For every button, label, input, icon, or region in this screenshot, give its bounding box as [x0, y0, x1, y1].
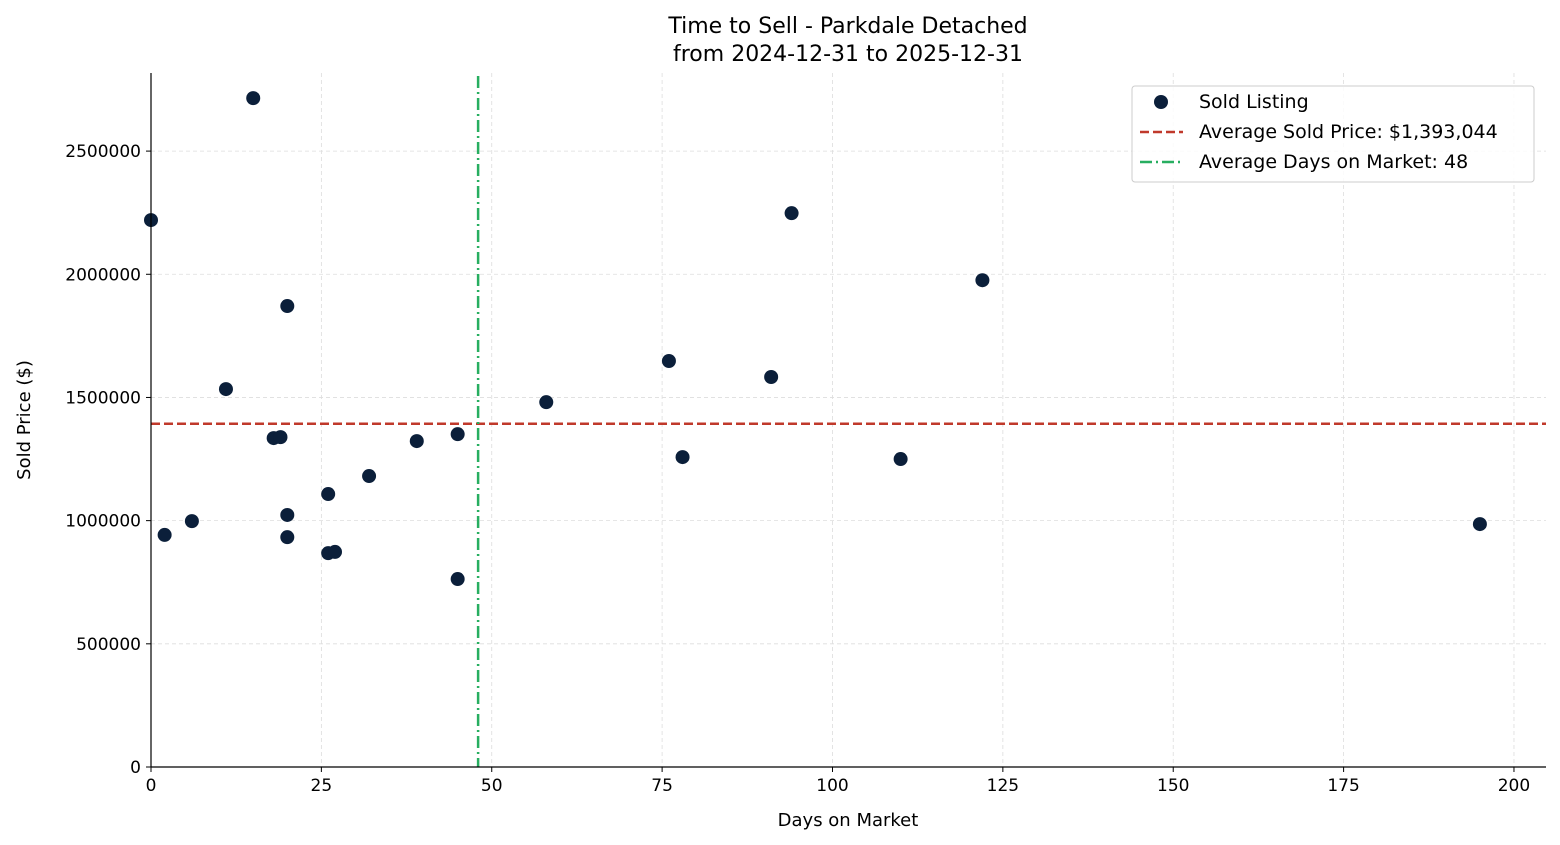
- x-tick-label: 25: [311, 776, 333, 796]
- x-tick-label: 125: [987, 776, 1019, 796]
- legend-box: [1131, 85, 1535, 183]
- x-tick-label: 0: [146, 776, 157, 796]
- legend-label-points: Sold Listing: [1199, 91, 1309, 113]
- legend: Sold Listing Average Sold Price: $1,393,…: [1131, 85, 1535, 183]
- data-point: [321, 487, 336, 502]
- data-point: [450, 427, 465, 442]
- data-point: [975, 273, 990, 288]
- legend-marker-points: [1154, 95, 1168, 109]
- x-tick-label: 200: [1498, 776, 1530, 796]
- chart-subtitle: from 2024-12-31 to 2025-12-31: [673, 42, 1023, 67]
- y-tick-label: 500000: [76, 635, 141, 655]
- data-point: [328, 544, 343, 559]
- tick-labels: 0 25 50 75 100 125 150 175 200 0 500000 1000000 1500…: [65, 142, 1530, 796]
- data-point: [893, 452, 908, 467]
- data-point: [273, 430, 288, 445]
- data-point: [661, 353, 676, 368]
- data-point: [157, 527, 172, 542]
- data-point: [784, 206, 799, 221]
- axes: [146, 73, 1546, 772]
- y-tick-label: 2000000: [65, 265, 141, 285]
- data-point: [539, 395, 554, 410]
- data-point: [409, 434, 424, 449]
- y-tick-label: 0: [130, 758, 141, 778]
- y-tick-label: 1000000: [65, 512, 141, 532]
- x-tick-label: 50: [481, 776, 503, 796]
- data-point: [450, 572, 465, 587]
- data-point: [218, 382, 233, 397]
- data-point: [1472, 517, 1487, 532]
- y-axis-label: Sold Price ($): [14, 360, 35, 480]
- x-axis-label: Days on Market: [778, 810, 919, 831]
- data-point: [280, 530, 295, 545]
- data-point: [280, 507, 295, 522]
- reference-lines: [151, 76, 1546, 767]
- data-point: [675, 450, 690, 465]
- chart-title: Time to Sell - Parkdale Detached: [667, 14, 1027, 39]
- x-tick-label: 175: [1327, 776, 1359, 796]
- data-points: [144, 91, 1487, 587]
- data-point: [362, 469, 377, 484]
- data-point: [280, 299, 295, 314]
- legend-label-avg-price: Average Sold Price: $1,393,044: [1199, 121, 1498, 143]
- legend-label-avg-days: Average Days on Market: 48: [1199, 151, 1468, 173]
- data-point: [764, 370, 779, 385]
- x-tick-label: 100: [816, 776, 848, 796]
- x-tick-label: 150: [1157, 776, 1189, 796]
- y-tick-label: 2500000: [65, 142, 141, 162]
- y-tick-label: 1500000: [65, 388, 141, 408]
- data-point: [246, 91, 261, 106]
- x-tick-label: 75: [651, 776, 673, 796]
- data-point: [184, 514, 199, 529]
